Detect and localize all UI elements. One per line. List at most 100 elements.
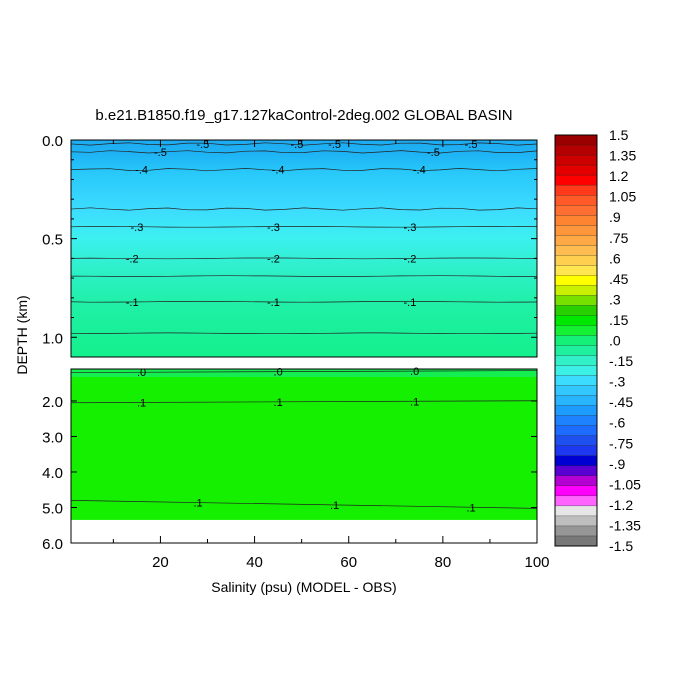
colorbar-swatch	[554, 285, 598, 296]
lower-panel-field	[71, 369, 537, 520]
contour-label: -.2	[126, 253, 139, 265]
contour-line	[70, 301, 538, 303]
colorbar-label: .0	[609, 333, 621, 349]
contour-label: -.3	[267, 222, 280, 234]
colorbar-swatch	[554, 425, 598, 437]
colorbar-swatch	[554, 144, 598, 156]
x-tick-label: 40	[246, 554, 263, 571]
colorbar-swatch	[554, 525, 598, 537]
colorbar-label: .45	[609, 271, 629, 287]
colorbar-swatch	[554, 275, 598, 286]
colorbar-label: -1.05	[609, 476, 641, 492]
colorbar-label: -.3	[609, 374, 626, 390]
colorbar-swatch	[554, 365, 598, 377]
contour-line	[70, 370, 538, 373]
colorbar-label: .3	[609, 291, 621, 307]
lower-panel-frame	[70, 368, 538, 544]
upper-panel: -.5 -.5 -.5 -.5-.5 -.5-.4 -.4 -.4-.3 -.3 -.3-.2-…	[42, 133, 538, 358]
contour-line	[70, 168, 538, 172]
colorbar-swatch	[554, 215, 598, 226]
upper-panel-field	[71, 140, 537, 357]
colorbar-label: 1.35	[609, 148, 636, 164]
x-tick-label: 60	[340, 554, 357, 571]
x-tick-label: 80	[435, 554, 452, 571]
colorbar-label: .6	[609, 250, 621, 266]
contour-line	[70, 275, 538, 277]
colorbar-swatch	[554, 495, 598, 507]
colorbar-label: -1.2	[609, 497, 633, 513]
colorbar-swatch	[554, 515, 598, 527]
contour-line	[70, 226, 538, 228]
colorbar-swatch	[554, 535, 598, 547]
colorbar-swatch	[554, 445, 598, 457]
contour-label: .1	[137, 397, 146, 409]
colorbar-swatch	[554, 485, 598, 497]
y-tick-label: 4.0	[42, 465, 63, 482]
colorbar-swatch	[554, 265, 598, 276]
colorbar-swatch	[554, 164, 598, 176]
contour-label: -.4	[272, 165, 285, 177]
contour-label: .1	[330, 500, 339, 512]
colorbar: 1.5 1.35 1.2 1.05 .9 .75 .6 .45 .3 .15 .0 -.15 -.3 -.…	[554, 127, 641, 554]
colorbar-swatch	[554, 194, 598, 206]
contour-line	[70, 257, 538, 260]
upper-panel-frame	[70, 139, 538, 358]
y-tick-label: 6.0	[42, 536, 63, 553]
colorbar-label: -.75	[609, 435, 633, 451]
colorbar-swatch	[554, 154, 598, 166]
contour-label: -.2	[403, 253, 416, 265]
colorbar-swatch	[554, 305, 598, 316]
contour-label: -.5	[196, 139, 209, 151]
lower-panel-top-band	[71, 369, 537, 377]
colorbar-swatch	[554, 255, 598, 266]
contour-label: -.3	[130, 222, 143, 234]
contour-label: -.4	[413, 165, 426, 177]
colorbar-swatch	[554, 174, 598, 186]
y-tick-label: 3.0	[42, 429, 63, 446]
contour-label: .0	[137, 367, 146, 379]
colorbar-swatch	[554, 385, 598, 397]
colorbar-label: -.45	[609, 394, 633, 410]
colorbar-label: .75	[609, 230, 629, 246]
colorbar-label: -.15	[609, 353, 633, 369]
colorbar-label: -1.35	[609, 517, 641, 533]
contour-label: .0	[410, 366, 419, 378]
contour-line	[70, 142, 538, 146]
colorbar-swatch	[554, 455, 598, 467]
contour-label: .0	[274, 367, 283, 379]
x-tick-label: 20	[152, 554, 169, 571]
contour-label: -.5	[465, 139, 478, 151]
contour-label: -.5	[328, 139, 341, 151]
colorbar-swatch	[554, 475, 598, 487]
colorbar-swatch	[554, 395, 598, 407]
contour-label: -.2	[267, 253, 280, 265]
contour-line	[70, 500, 538, 509]
colorbar-swatch	[554, 235, 598, 246]
colorbar-swatch	[554, 225, 598, 236]
contour-line	[70, 400, 538, 404]
contour-label: .1	[274, 397, 283, 409]
chart-title: b.e21.B1850.f19_g17.127kaControl-2deg.00…	[95, 107, 512, 124]
contour-label: -.1	[126, 297, 139, 309]
contour-label: -.1	[267, 297, 280, 309]
y-tick-label: 0.5	[42, 232, 63, 249]
lower-panel: .0 .0 .0 .1 .1 .1 .1 .1 .1 2.0 3.0 4.0 5.0 6.0 20 40 60 8…	[42, 366, 549, 571]
contour-label: -.3	[403, 222, 416, 234]
colorbar-swatch	[554, 315, 598, 326]
y-tick-label: 5.0	[42, 500, 63, 517]
colorbar-swatch	[554, 345, 598, 356]
colorbar-label: .15	[609, 312, 629, 328]
contour-label: -.4	[135, 165, 148, 177]
contour-line	[70, 207, 538, 211]
colorbar-label: 1.2	[609, 168, 629, 184]
colorbar-swatch	[554, 415, 598, 427]
colorbar-swatch	[554, 435, 598, 447]
colorbar-swatch	[554, 134, 598, 146]
y-tick-label: 0.0	[42, 133, 63, 150]
colorbar-swatch	[554, 465, 598, 477]
contour-label: .1	[410, 396, 419, 408]
colorbar-label: -1.5	[609, 538, 633, 554]
y-tick-label: 2.0	[42, 394, 63, 411]
x-tick-label: 100	[524, 554, 549, 571]
